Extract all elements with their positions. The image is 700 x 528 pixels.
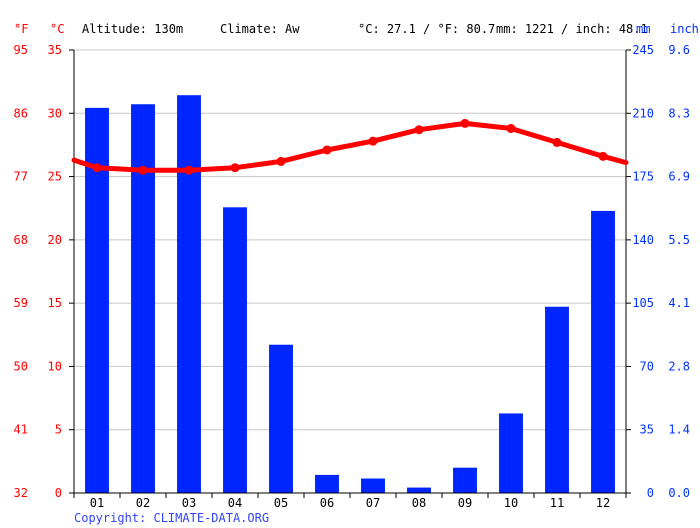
temperature-point-04: [230, 163, 240, 173]
temperature-point-10: [506, 123, 516, 133]
month-label: 07: [366, 496, 380, 510]
celsius-tick-label: 0: [55, 486, 62, 500]
month-label: 02: [136, 496, 150, 510]
temperature-average-label: °C: 27.1 / °F: 80.7: [358, 22, 495, 36]
mm-tick-label: 105: [632, 296, 654, 310]
precip-bar-05: [269, 344, 293, 493]
celsius-tick-label: 20: [48, 233, 62, 247]
fahrenheit-tick-label: 77: [14, 170, 28, 184]
month-label: 01: [90, 496, 104, 510]
precipitation-bars: [85, 95, 615, 494]
inch-tick-label: 1.4: [668, 423, 690, 437]
inch-tick-label: 0.0: [668, 486, 690, 500]
altitude-label: Altitude: 130m: [82, 22, 183, 36]
fahrenheit-tick-label: 68: [14, 233, 28, 247]
inch-tick-label: 2.8: [668, 359, 690, 373]
celsius-tick-label: 10: [48, 359, 62, 373]
precip-bar-06: [315, 474, 339, 493]
precip-bar-07: [361, 478, 385, 493]
precip-bar-02: [131, 104, 155, 493]
month-label: 10: [504, 496, 518, 510]
month-label: 08: [412, 496, 426, 510]
celsius-tick-label: 30: [48, 106, 62, 120]
fahrenheit-tick-label: 86: [14, 106, 28, 120]
inch-tick-label: 9.6: [668, 43, 690, 57]
temperature-point-07: [368, 136, 378, 146]
mm-tick-label: 245: [632, 43, 654, 57]
temperature-point-06: [322, 145, 332, 155]
fahrenheit-tick-label: 50: [14, 359, 28, 373]
inch-tick-label: 6.9: [668, 170, 690, 184]
precipitation-total-label: mm: 1221 / inch: 48.1: [496, 22, 648, 36]
celsius-tick-label: 5: [55, 423, 62, 437]
inch-unit-label: inch: [670, 22, 699, 36]
inch-tick-label: 4.1: [668, 296, 690, 310]
mm-tick-label: 175: [632, 170, 654, 184]
fahrenheit-tick-label: 59: [14, 296, 28, 310]
month-label: 04: [228, 496, 242, 510]
month-label: 06: [320, 496, 334, 510]
celsius-tick-label: 25: [48, 170, 62, 184]
temperature-point-02: [138, 165, 148, 175]
celsius-tick-label: 35: [48, 43, 62, 57]
mm-tick-label: 140: [632, 233, 654, 247]
month-label: 09: [458, 496, 472, 510]
mm-tick-label: 35: [640, 423, 654, 437]
temperature-point-08: [414, 125, 424, 135]
month-label: 12: [596, 496, 610, 510]
axes: [69, 49, 631, 498]
fahrenheit-tick-label: 41: [14, 423, 28, 437]
month-label: 05: [274, 496, 288, 510]
celsius-unit-label: °C: [50, 22, 64, 36]
fahrenheit-tick-label: 32: [14, 486, 28, 500]
fahrenheit-unit-label: °F: [14, 22, 28, 36]
mm-tick-label: 70: [640, 359, 654, 373]
copyright-text: Copyright: CLIMATE-DATA.ORG: [74, 511, 269, 525]
temperature-point-01: [92, 163, 102, 173]
precip-bar-09: [453, 467, 477, 493]
temperature-point-05: [276, 156, 286, 166]
gridlines: [74, 49, 626, 431]
precip-bar-01: [85, 107, 109, 494]
precip-bar-04: [223, 207, 247, 493]
precip-bar-08: [407, 487, 431, 493]
inch-tick-label: 5.5: [668, 233, 690, 247]
temperature-point-11: [552, 137, 562, 147]
celsius-tick-label: 15: [48, 296, 62, 310]
temperature-line-group: [71, 118, 629, 175]
precip-bar-10: [499, 413, 523, 493]
tick-labels: 32 0 0 0.0 41 5 35 1.4 50 10 70 2.8 59 15 105 4.1 68 20 14…: [14, 43, 690, 510]
precip-bar-12: [591, 210, 615, 494]
mm-tick-label: 210: [632, 106, 654, 120]
temperature-point-12: [598, 151, 608, 161]
temperature-point-03: [184, 165, 194, 175]
mm-unit-label: mm: [636, 22, 650, 36]
inch-tick-label: 8.3: [668, 106, 690, 120]
temperature-line: [71, 120, 629, 173]
temperature-point-09: [460, 118, 470, 128]
month-label: 11: [550, 496, 564, 510]
precip-bar-03: [177, 95, 201, 494]
climate-label: Climate: Aw: [220, 22, 300, 36]
mm-tick-label: 0: [647, 486, 654, 500]
month-label: 03: [182, 496, 196, 510]
precip-bar-11: [545, 306, 569, 493]
fahrenheit-tick-label: 95: [14, 43, 28, 57]
